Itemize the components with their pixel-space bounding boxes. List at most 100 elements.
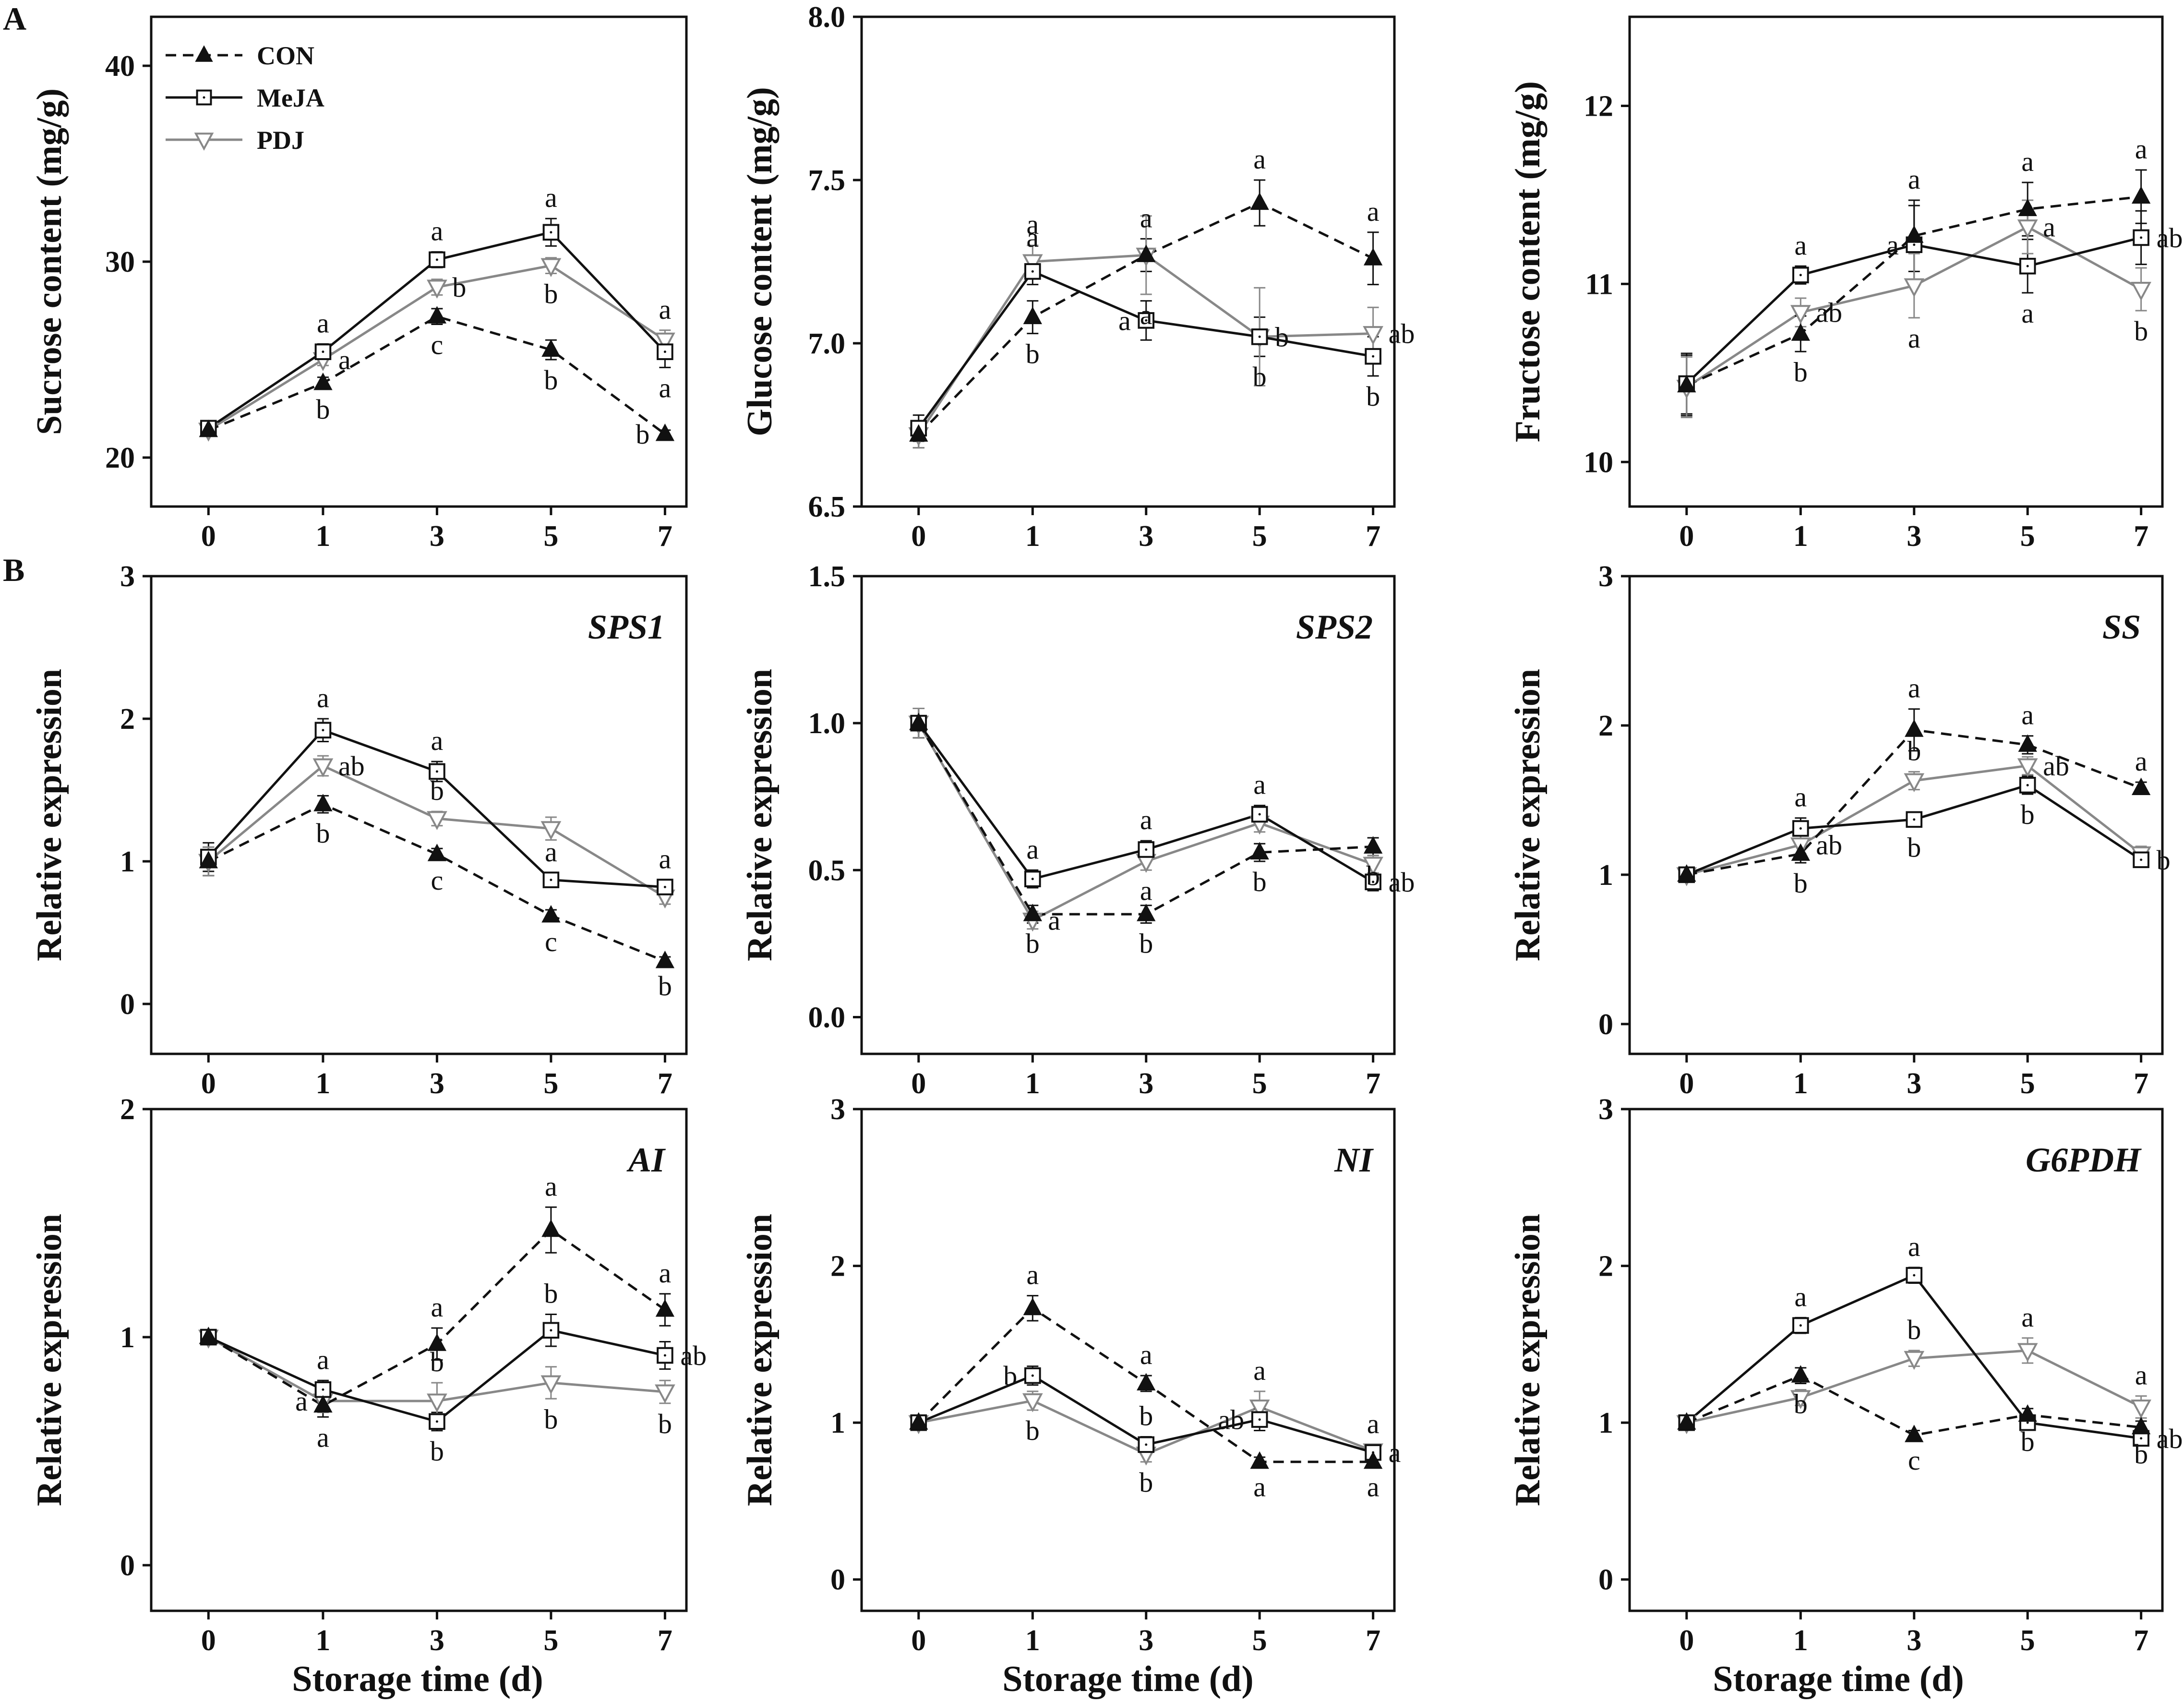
sps1-pdj-point-3 xyxy=(540,821,562,840)
ni-pdj-letter-4: a xyxy=(1367,1408,1380,1439)
sps1-meja-letter-1: a xyxy=(317,682,329,713)
fructose-meja-point-1 xyxy=(1792,266,1809,284)
fructose-con-letter-1: b xyxy=(1794,356,1808,387)
ai-pdj-letter-3: b xyxy=(544,1403,558,1435)
fructose-ytick-label-1: 11 xyxy=(1585,268,1613,301)
ai-xtick-label-2: 3 xyxy=(430,1624,444,1657)
fructose-pdj-point-2 xyxy=(1904,278,1925,298)
legend: CON MeJA PDJ xyxy=(166,41,324,155)
glucose-meja-point-3-dot xyxy=(1258,335,1261,338)
ss-ytick-label-2: 2 xyxy=(1598,710,1613,742)
glucose-meja-point-2-dot xyxy=(1145,319,1148,322)
glucose-ytick-label-2: 7.5 xyxy=(808,164,846,197)
sps1-pdj-point-1 xyxy=(312,758,334,778)
g6pdh-xtick-label-4: 7 xyxy=(2134,1624,2148,1657)
g6pdh-ytick-label-3: 3 xyxy=(1598,1093,1613,1126)
ss-pdj-letter-1: ab xyxy=(1816,830,1842,861)
ni-con-point-2 xyxy=(1137,1373,1156,1390)
glucose-plot-frame xyxy=(860,15,1396,508)
sucrose-pdj-point-3 xyxy=(540,258,562,278)
fructose-meja-point-3-dot xyxy=(2026,265,2029,267)
ni-ytick-label-2: 2 xyxy=(830,1250,845,1283)
g6pdh-con-point-1 xyxy=(1791,1365,1810,1383)
ss-meja-point-1-dot xyxy=(1799,827,1802,830)
ni-xtick-label-1: 1 xyxy=(1025,1624,1040,1657)
g6pdh-meja-point-1-dot xyxy=(1799,1324,1802,1327)
sps2-ytick-label-1: 0.5 xyxy=(808,854,846,887)
sps1-meja-point-4-box xyxy=(657,879,673,895)
ni-y-axis-title: Relative expression xyxy=(740,1214,780,1506)
sps1-con-letter-3: c xyxy=(545,926,557,957)
sps1-ytick-label-2: 2 xyxy=(120,703,135,736)
fructose-con-letter-2: a xyxy=(1908,164,1920,195)
ni-ytick-label-0: 0 xyxy=(830,1564,845,1596)
g6pdh-meja-point-1 xyxy=(1792,1317,1809,1334)
g6pdh-con-point-4 xyxy=(2131,1417,2151,1435)
ni-meja-point-3-dot xyxy=(1258,1418,1261,1421)
sps2-meja-letter-1: a xyxy=(1026,833,1039,865)
ss-ytick-label-0: 0 xyxy=(1598,1008,1613,1041)
sps2-xtick-label-2: 3 xyxy=(1139,1067,1153,1100)
sps2-meja-letter-4: ab xyxy=(1389,867,1415,898)
g6pdh-pdj-letter-3: a xyxy=(2021,1302,2034,1333)
ss-meja-point-1-box xyxy=(1792,820,1809,837)
ai-meja-point-1-dot xyxy=(322,1388,324,1391)
g6pdh-con-point-0 xyxy=(1677,1412,1696,1430)
sps2-pdj-letter-2: a xyxy=(1140,875,1152,906)
panel-label-b: B xyxy=(3,552,24,588)
sps2-meja-letter-3: a xyxy=(1253,769,1266,800)
ai-con-letter-1: a xyxy=(317,1422,329,1453)
ni-meja-point-2-box xyxy=(1138,1436,1155,1453)
ai-pdj-letter-1: a xyxy=(295,1386,308,1417)
sucrose-con-line xyxy=(208,315,666,435)
sps1-xtick-label-2: 3 xyxy=(430,1067,444,1100)
fructose-meja-letter-3: a xyxy=(2021,298,2034,329)
sucrose-con-point-3 xyxy=(541,339,561,357)
ni-ytick-label-1: 1 xyxy=(830,1407,845,1439)
legend-meja-marker-dot xyxy=(203,96,205,99)
sps2-chart: 0.0 0.5 1.0 1.5 0 1 3 5 7 Relative expression SPS2… xyxy=(740,560,1415,1100)
glucose-con-letter-1: b xyxy=(1026,338,1040,370)
sps2-plot-frame xyxy=(860,575,1396,1055)
g6pdh-con-letter-2: c xyxy=(1908,1445,1920,1476)
ai-meja-point-4-dot xyxy=(663,1354,666,1357)
g6pdh-xtick-label-0: 0 xyxy=(1679,1624,1694,1657)
ss-y-axis-title: Relative expression xyxy=(1508,669,1548,961)
ss-meja-point-3-dot xyxy=(2026,784,2029,786)
ai-meja-letter-3: b xyxy=(544,1278,558,1309)
fructose-pdj-point-3 xyxy=(2017,219,2038,239)
g6pdh-pdj-point-1 xyxy=(1790,1390,1811,1409)
sps1-meja-letter-2: a xyxy=(431,725,444,756)
ni-pdj-letter-2: b xyxy=(1139,1467,1153,1498)
sps1-pdj-letter-2: b xyxy=(430,775,444,806)
g6pdh-pdj-letter-4: a xyxy=(2135,1360,2148,1391)
g6pdh-meja-point-3-dot xyxy=(2026,1421,2029,1424)
g6pdh-y-axis-title: Relative expression xyxy=(1508,1214,1548,1506)
sps2-con-letter-4: b xyxy=(1366,860,1380,892)
g6pdh-pdj-point-3 xyxy=(2017,1343,2038,1362)
ss-con-point-3 xyxy=(2018,734,2037,752)
sps2-con-letter-3: b xyxy=(1253,866,1267,897)
ni-pdj-point-1 xyxy=(1022,1393,1043,1413)
ss-meja-letter-3: b xyxy=(2021,799,2035,830)
fructose-meja-point-4-dot xyxy=(2140,236,2143,239)
sucrose-meja-point-3 xyxy=(542,224,560,241)
ni-con-letter-3: a xyxy=(1253,1472,1266,1503)
g6pdh-ytick-label-0: 0 xyxy=(1598,1564,1613,1596)
ai-pdj-letter-4: b xyxy=(658,1408,672,1439)
sps2-y-axis-title: Relative expression xyxy=(740,669,780,961)
g6pdh-con-letter-3: b xyxy=(2021,1426,2035,1457)
ss-con-point-0 xyxy=(1677,864,1696,882)
glucose-con-point-1 xyxy=(1023,306,1042,325)
ai-pdj-point-3 xyxy=(540,1375,562,1395)
ai-meja-point-4 xyxy=(657,1347,673,1364)
sps1-xtick-label-0: 0 xyxy=(201,1067,216,1100)
ni-gene-label: NI xyxy=(1334,1141,1374,1179)
ss-meja-point-3-box xyxy=(2019,777,2036,794)
ss-xtick-label-3: 5 xyxy=(2020,1067,2035,1100)
sps2-xtick-label-1: 1 xyxy=(1025,1067,1040,1100)
glucose-meja-point-1 xyxy=(1024,263,1041,280)
fructose-meja-point-1-dot xyxy=(1799,274,1802,277)
g6pdh-meja-letter-4: ab xyxy=(2157,1423,2183,1454)
sps2-meja-point-1-dot xyxy=(1031,878,1034,881)
